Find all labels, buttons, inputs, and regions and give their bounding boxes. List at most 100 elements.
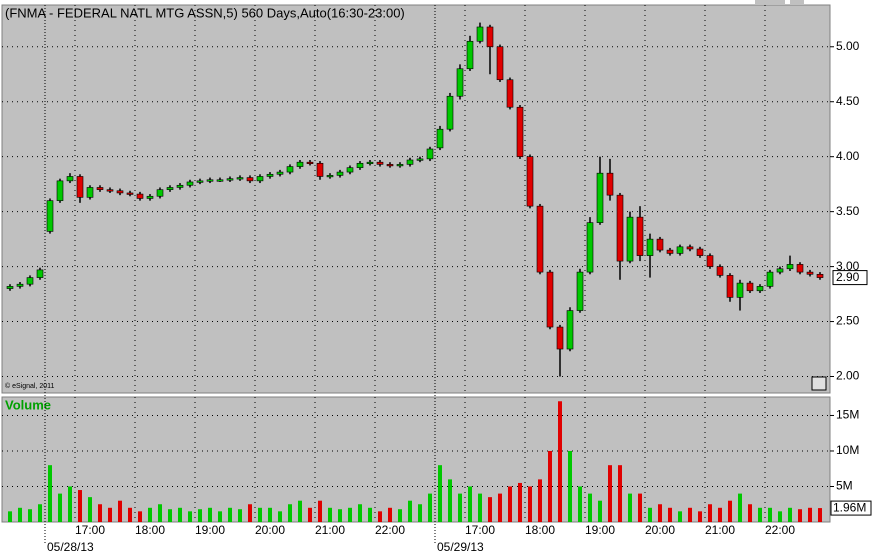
candle-body	[116, 190, 124, 194]
candle-body	[96, 187, 104, 190]
x-tick-label: 20:00	[645, 523, 675, 537]
volume-bar	[748, 504, 752, 522]
candle-body	[316, 162, 324, 177]
toolbar-icon[interactable]	[790, 0, 804, 5]
volume-bar	[248, 504, 252, 522]
candle-body	[796, 264, 804, 273]
last-volume-box	[830, 500, 872, 516]
candle-body	[76, 176, 84, 198]
price-panel	[1, 4, 831, 394]
y-tick-label: 4.50	[836, 94, 860, 108]
candle-body	[586, 222, 594, 273]
candle-body	[126, 192, 134, 195]
candle-body	[436, 128, 444, 149]
volume-bar	[698, 511, 702, 522]
volume-bar	[558, 401, 562, 522]
volume-bar	[588, 493, 592, 522]
volume-bar	[518, 482, 522, 522]
candle-body	[196, 180, 204, 183]
candle-body	[786, 264, 794, 270]
resize-icon[interactable]	[811, 376, 827, 391]
volume-bar	[398, 509, 402, 522]
volume-bar	[578, 486, 582, 522]
volume-bar	[658, 504, 662, 522]
candle-body	[36, 269, 44, 278]
candle-body	[6, 286, 14, 289]
candle-body	[216, 179, 224, 182]
volume-bar	[18, 507, 22, 522]
candle-body	[756, 286, 764, 292]
volume-bar	[808, 507, 812, 522]
x-tick-label: 21:00	[705, 523, 735, 537]
candle-body	[56, 180, 64, 201]
volume-bar	[208, 507, 212, 522]
candle-body	[296, 161, 304, 167]
candle-body	[386, 164, 394, 167]
candle-body	[806, 271, 814, 275]
candle-body	[46, 200, 54, 232]
candle-body	[356, 162, 364, 168]
volume-bar	[428, 493, 432, 522]
volume-bar	[268, 507, 272, 522]
last-price-box	[832, 270, 868, 286]
volume-label: Volume	[5, 397, 51, 412]
candle-body	[176, 184, 184, 188]
volume-bar	[118, 500, 122, 522]
volume-bar	[388, 507, 392, 522]
volume-bar	[638, 493, 642, 522]
toolbar-icon[interactable]	[755, 0, 785, 5]
candle-body	[506, 79, 514, 108]
candle-body	[746, 282, 754, 292]
volume-bar	[688, 507, 692, 522]
candle-body	[776, 268, 784, 273]
candle-body	[156, 189, 164, 197]
volume-bar	[508, 486, 512, 522]
volume-bar	[448, 479, 452, 522]
candle-body	[596, 172, 604, 223]
volume-bar	[348, 507, 352, 522]
volume-bar	[488, 497, 492, 522]
volume-bar	[188, 511, 192, 522]
volume-bar	[308, 507, 312, 522]
candle-body	[366, 161, 374, 164]
x-tick-label: 22:00	[765, 523, 795, 537]
candle-body	[346, 167, 354, 173]
volume-bar	[778, 511, 782, 522]
volume-bar	[438, 465, 442, 522]
volume-bar	[418, 504, 422, 522]
volume-bar	[168, 509, 172, 522]
volume-bar	[78, 490, 82, 522]
volume-bar	[368, 507, 372, 522]
volume-bar	[258, 507, 262, 522]
volume-bar	[218, 511, 222, 522]
candle-body	[206, 179, 214, 182]
x-tick-label: 19:00	[195, 523, 225, 537]
candle-body	[686, 246, 694, 250]
candle-body	[766, 271, 774, 287]
y-tick-label: 4.00	[836, 149, 860, 163]
chart-title: (FNMA - FEDERAL NATL MTG ASSN,5) 560 Day…	[5, 5, 405, 20]
volume-panel	[1, 396, 831, 523]
volume-bar	[58, 493, 62, 522]
y-tick-label: 2.00	[836, 369, 860, 383]
volume-bar	[8, 511, 12, 522]
volume-bar	[228, 507, 232, 522]
candle-body	[816, 273, 824, 278]
volume-bar	[148, 507, 152, 522]
candle-body	[336, 171, 344, 176]
volume-bar	[618, 465, 622, 522]
x-tick-label: 17:00	[75, 523, 105, 537]
candle-body	[546, 271, 554, 328]
volume-bar	[788, 507, 792, 522]
volume-bar	[718, 507, 722, 522]
candle-body	[236, 177, 244, 180]
candle-body	[726, 275, 734, 298]
x-tick-label: 17:00	[465, 523, 495, 537]
volume-bar	[128, 507, 132, 522]
x-tick-label: 21:00	[315, 523, 345, 537]
volume-bar	[408, 500, 412, 522]
y-tick-label: 5.00	[836, 39, 860, 53]
y-tick-label: 3.00	[836, 259, 860, 273]
candle-body	[446, 95, 454, 130]
volume-bar	[338, 509, 342, 522]
